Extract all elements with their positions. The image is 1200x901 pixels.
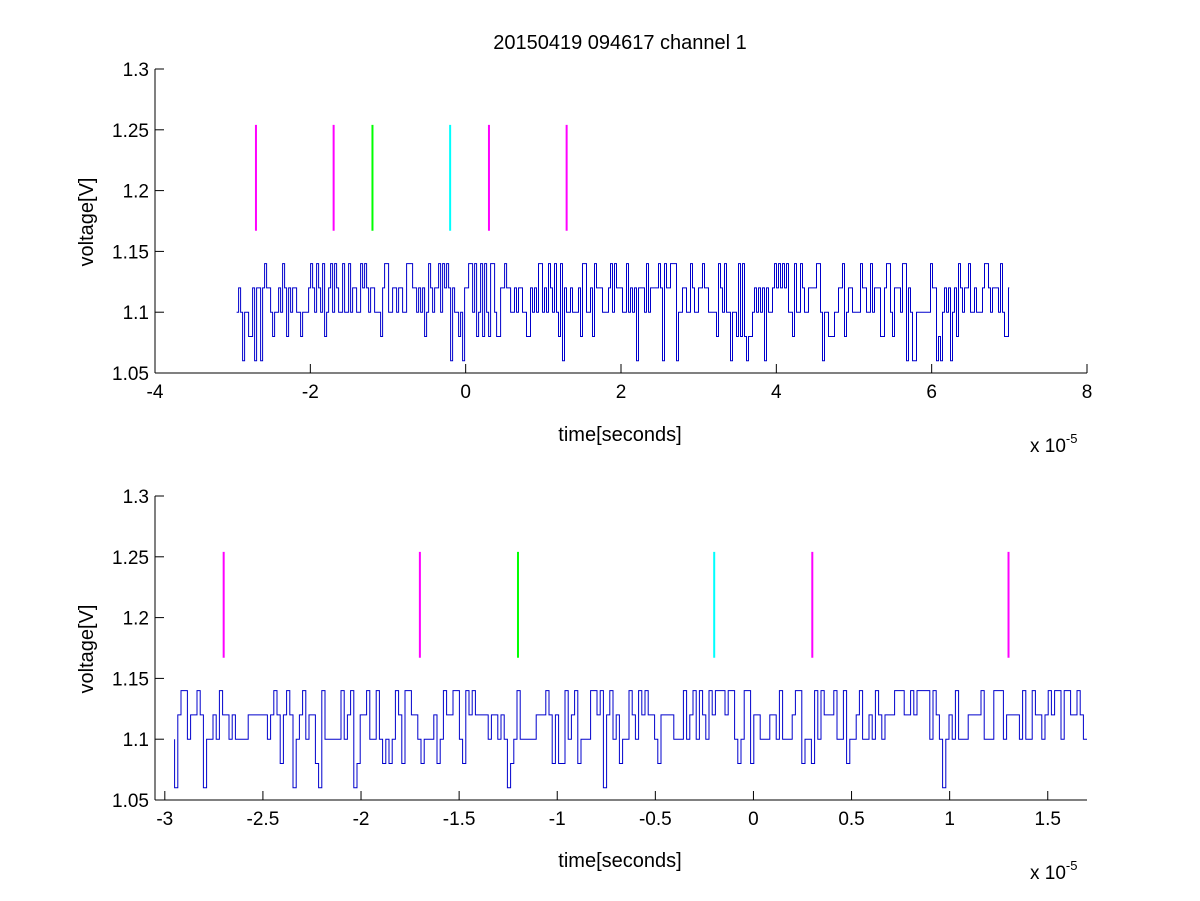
top-plot-y-tick-label: 1.05 — [112, 364, 149, 385]
top-plot-x-ticks: -4 -2 0 2 4 6 8 — [147, 364, 1093, 403]
top-plot-x-exponent: x 10-5 — [1030, 431, 1077, 457]
top-plot-event-markers — [254, 124, 568, 231]
bottom-plot-x-tick-label: -2.5 — [247, 809, 280, 830]
bottom-plot-y-tick-label: 1.15 — [112, 669, 149, 690]
bottom-plot-voltage-trace — [174, 690, 1087, 789]
top-plot-y-tick-label: 1.1 — [123, 303, 149, 324]
top-plot-x-tick-label: 6 — [926, 382, 937, 403]
bottom-plot-x-tick-label: 0 — [748, 809, 759, 830]
top-plot-x-tick-label: -2 — [302, 382, 319, 403]
top-plot-x-tick-label: 0 — [460, 382, 471, 403]
top-plot-x-tick-label: 8 — [1082, 382, 1093, 403]
top-plot-y-tick-label: 1.3 — [123, 60, 149, 81]
bottom-plot-x-tick-label: -2 — [353, 809, 370, 830]
bottom-plot-x-tick-label: 1 — [944, 809, 955, 830]
top-plot-x-tick-label: 2 — [616, 382, 627, 403]
bottom-plot-x-tick-label: 0.5 — [838, 809, 864, 830]
bottom-plot-y-tick-label: 1.1 — [123, 730, 149, 751]
bottom-plot-x-tick-label: -1.5 — [443, 809, 476, 830]
top-plot-y-tick-label: 1.25 — [112, 121, 149, 142]
top-plot-y-tick-label: 1.15 — [112, 242, 149, 263]
bottom-plot-x-tick-label: -1 — [549, 809, 566, 830]
bottom-plot-x-exponent-base: x 10 — [1030, 863, 1066, 884]
bottom-plot-y-tick-label: 1.2 — [123, 609, 149, 630]
top-plot-y-tick-label: 1.2 — [123, 182, 149, 203]
top-plot-x-exponent-base: x 10 — [1030, 436, 1066, 457]
top-plot-voltage-trace — [236, 263, 1010, 362]
top-plot: -4 -2 0 2 4 6 8 1.05 1.1 1.15 1.2 1.25 1.3 time[sec… — [76, 60, 1092, 457]
bottom-plot-y-ticks: 1.05 1.1 1.15 1.2 1.25 1.3 — [112, 487, 164, 812]
bottom-plot-x-label: time[seconds] — [558, 850, 681, 872]
bottom-plot-event-markers — [222, 551, 1010, 658]
bottom-plot-axes — [154, 496, 1087, 801]
bottom-plot-y-tick-label: 1.25 — [112, 548, 149, 569]
bottom-plot-x-tick-label: -3 — [156, 809, 173, 830]
bottom-plot-x-tick-label: -0.5 — [639, 809, 672, 830]
bottom-plot-x-ticks: -3 -2.5 -2 -1.5 -1 -0.5 0 0.5 1 1.5 — [156, 791, 1061, 830]
top-plot-x-tick-label: -4 — [147, 382, 164, 403]
figure-title: 20150419 094617 channel 1 — [493, 32, 747, 54]
bottom-plot-x-tick-label: 1.5 — [1035, 809, 1061, 830]
top-plot-x-label: time[seconds] — [558, 424, 681, 446]
bottom-plot-x-exponent: x 10-5 — [1030, 858, 1077, 884]
top-plot-y-label: voltage[V] — [76, 178, 98, 267]
bottom-plot-y-tick-label: 1.05 — [112, 791, 149, 812]
bottom-plot-x-exponent-power: -5 — [1066, 858, 1078, 873]
bottom-plot-y-label: voltage[V] — [76, 605, 98, 694]
bottom-plot: -3 -2.5 -2 -1.5 -1 -0.5 0 0.5 1 1.5 1.051.11.151.… — [76, 487, 1087, 884]
top-plot-y-ticks: 1.05 1.1 1.15 1.2 1.25 1.3 — [112, 60, 164, 385]
top-plot-x-exponent-power: -5 — [1066, 431, 1078, 446]
top-plot-x-tick-label: 4 — [771, 382, 782, 403]
bottom-plot-y-tick-label: 1.3 — [123, 487, 149, 508]
